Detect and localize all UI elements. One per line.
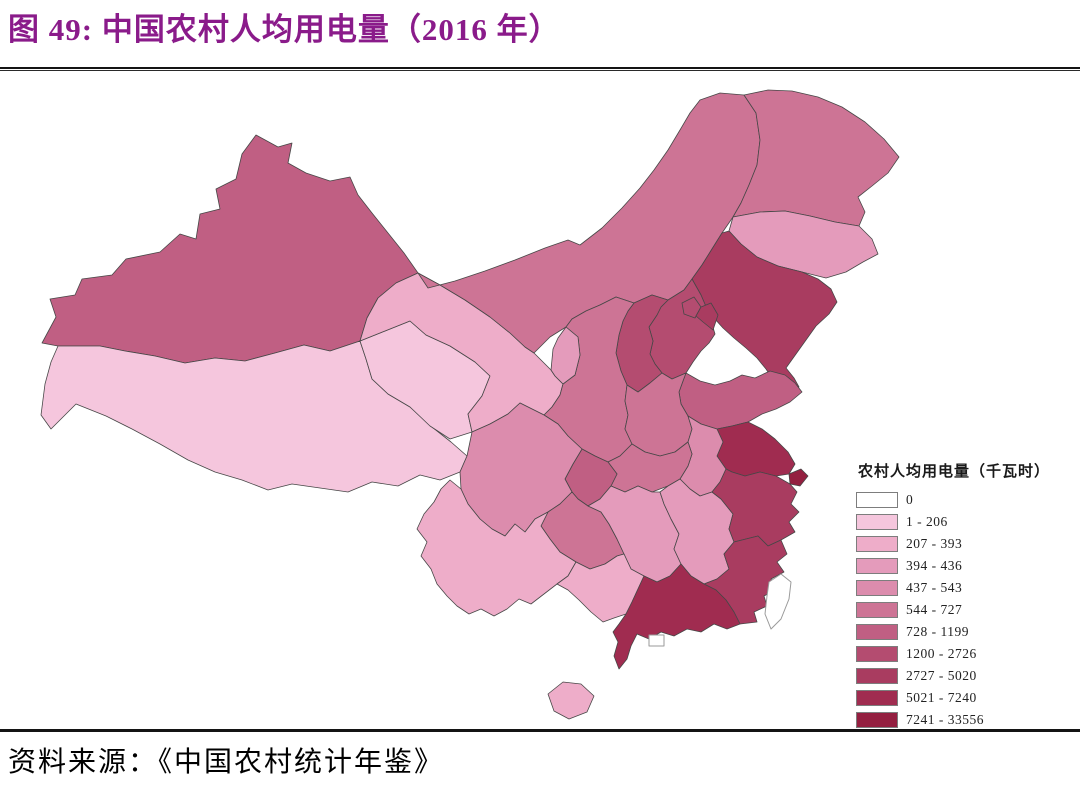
figure-title: 图 49: 中国农村人均用电量（2016 年）	[8, 12, 561, 47]
legend-item: 2727 - 5020	[856, 665, 1076, 687]
legend-label: 2727 - 5020	[906, 668, 977, 683]
legend-label: 728 - 1199	[906, 624, 969, 639]
legend-label: 1200 - 2726	[906, 646, 977, 661]
legend-label: 1 - 206	[906, 514, 948, 529]
legend-swatch	[856, 580, 898, 596]
legend-swatch	[856, 690, 898, 706]
legend-label: 7241 - 33556	[906, 712, 984, 727]
legend-swatch	[856, 602, 898, 618]
legend-swatch	[856, 624, 898, 640]
province-xizang	[40, 340, 468, 493]
province-tianjin	[695, 302, 719, 331]
province-guangdong	[612, 563, 741, 670]
legend-swatch	[856, 492, 898, 508]
legend-label: 5021 - 7240	[906, 690, 977, 705]
legend-label: 437 - 543	[906, 580, 963, 595]
legend-label: 207 - 393	[906, 536, 963, 551]
legend-swatch	[856, 536, 898, 552]
province-jiangsu	[716, 421, 796, 477]
province-xinjiang	[41, 134, 419, 364]
legend-swatch	[856, 558, 898, 574]
legend-item: 544 - 727	[856, 599, 1076, 621]
province-taiwan	[764, 573, 792, 630]
legend-item: 207 - 393	[856, 533, 1076, 555]
legend-item: 437 - 543	[856, 577, 1076, 599]
bottom-divider-line	[0, 729, 1080, 732]
legend-label: 394 - 436	[906, 558, 963, 573]
legend-items: 0 1 - 206 207 - 393 394 - 436 437 - 543 544 -…	[856, 489, 1076, 731]
legend-swatch	[856, 646, 898, 662]
legend-swatch	[856, 514, 898, 530]
legend-item: 1 - 206	[856, 511, 1076, 533]
province-hainan	[547, 681, 595, 720]
china-choropleth-map	[40, 89, 900, 720]
source-text: 资料来源：《中国农村统计年鉴》	[8, 747, 445, 778]
legend-title: 农村人均用电量（千瓦时）	[858, 464, 1051, 480]
legend-item: 1200 - 2726	[856, 643, 1076, 665]
map-legend: 农村人均用电量（千瓦时） 0 1 - 206 207 - 393 394 - 436 4…	[856, 460, 1076, 731]
province-ningxia	[550, 326, 581, 385]
province-xianggang	[648, 634, 665, 647]
legend-item: 394 - 436	[856, 555, 1076, 577]
title-divider-line	[0, 67, 1080, 71]
province-zhejiang	[711, 468, 800, 547]
legend-item: 5021 - 7240	[856, 687, 1076, 709]
province-shandong	[678, 370, 803, 430]
legend-item: 728 - 1199	[856, 621, 1076, 643]
legend-swatch	[856, 668, 898, 684]
legend-label: 0	[906, 492, 914, 507]
province-shanghai	[788, 468, 809, 487]
province-yunnan	[416, 479, 577, 617]
legend-item: 7241 - 33556	[856, 709, 1076, 731]
legend-item: 0	[856, 489, 1076, 511]
legend-label: 544 - 727	[906, 602, 963, 617]
legend-swatch	[856, 712, 898, 728]
province-heilongjiang	[732, 89, 900, 227]
